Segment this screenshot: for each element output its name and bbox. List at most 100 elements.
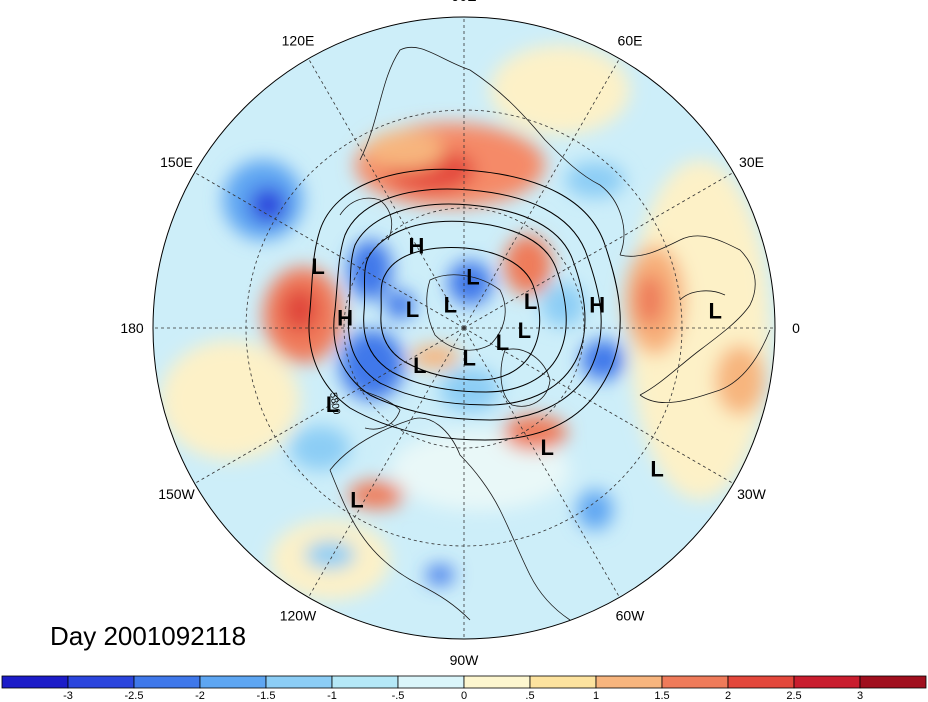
colorbar-swatch (595, 675, 663, 689)
pale-patch (160, 340, 300, 460)
colorbar-swatch (1, 675, 69, 689)
colorbar-swatch (265, 675, 333, 689)
coastline-alaska (359, 389, 401, 430)
cold-anomaly (250, 187, 286, 223)
colorbar-swatch (859, 675, 927, 689)
longitude-labels: 90E 60E 30E 0 30W 60W 90W 120W 150W 180 150E 120E (120, 0, 800, 668)
map-boundary (152, 16, 776, 640)
warm-anomaly (503, 415, 567, 451)
colorbar-label: .5 (525, 690, 534, 702)
low-pressure-marker: L (466, 265, 479, 290)
contour-line (333, 188, 602, 421)
colorbar-label: 1 (593, 690, 599, 702)
warm-anomaly (348, 481, 404, 509)
cold-anomaly (290, 426, 350, 470)
colorbar-label: -2 (195, 690, 205, 702)
low-pressure-marker: L (444, 292, 457, 317)
colorbar-label: -1.5 (257, 690, 276, 702)
low-pressure-marker: L (540, 435, 553, 460)
low-pressure-marker: L (406, 297, 419, 322)
low-pressure-marker: L (496, 330, 509, 355)
low-pressure-marker: L (311, 254, 324, 279)
colorbar-label: 0 (461, 690, 467, 702)
longitude-label: 150W (158, 486, 195, 502)
contour-label: 5800 (327, 392, 342, 416)
colorbar-label: 2.5 (786, 690, 801, 702)
cold-anomaly (448, 261, 492, 305)
meridian-line (308, 327, 465, 598)
meridian-line (463, 327, 620, 598)
cold-anomaly (426, 565, 454, 585)
colorbar-swatch (463, 675, 531, 689)
colorbar-swatch (67, 675, 135, 689)
colorbar-swatch (793, 675, 861, 689)
high-pressure-marker: H (337, 306, 353, 331)
warm-anomaly (410, 345, 460, 369)
cold-anomaly (348, 240, 392, 300)
low-pressure-marker: L (650, 456, 663, 481)
colorbar-swatch (331, 675, 399, 689)
low-pressure-marker: L (350, 487, 363, 512)
longitude-label: 30E (739, 154, 764, 170)
coastline-mediterranean (679, 290, 726, 301)
longitude-label: 180 (120, 320, 144, 336)
longitude-label: 60W (616, 608, 646, 624)
coastline-west-america (329, 469, 471, 621)
colorbar-swatch (133, 675, 201, 689)
warm-anomaly (504, 235, 552, 295)
meridian-line (194, 327, 465, 484)
longitude-label: 90W (450, 652, 480, 668)
warm-anomaly (636, 274, 664, 326)
high-pressure-marker: H (589, 293, 605, 318)
longitude-label: 30W (737, 486, 767, 502)
colorbar-label: -.5 (392, 690, 405, 702)
cold-anomaly (541, 283, 585, 327)
colorbar-label: -2.5 (125, 690, 144, 702)
longitude-label: 150E (160, 154, 193, 170)
cold-anomaly (577, 490, 613, 530)
low-pressure-marker: L (708, 298, 721, 323)
colorbar-swatch (397, 675, 465, 689)
cold-anomaly (305, 541, 355, 569)
cold-anomaly (440, 368, 500, 412)
low-pressure-marker: L (524, 289, 537, 314)
coastline-europe (619, 235, 756, 396)
meridian-line (308, 58, 465, 329)
graticule (153, 17, 775, 639)
high-pressure-marker: H (409, 234, 425, 259)
cold-anomaly (340, 330, 404, 400)
low-pressure-marker: L (413, 353, 426, 378)
field-blobs (160, 45, 770, 600)
coastlines (329, 46, 771, 621)
longitude-label: 120W (280, 608, 317, 624)
longitude-label: 0 (792, 320, 800, 336)
colorbar-label: 3 (857, 690, 863, 702)
colorbar-label: -1 (327, 690, 337, 702)
coastline-north-america (329, 417, 571, 621)
coastline-arctic (426, 274, 506, 351)
meridian-line (463, 58, 620, 329)
colorbar-swatch (727, 675, 795, 689)
longitude-label: 60E (618, 33, 643, 49)
pale-patch (630, 160, 770, 500)
colorbar-label: -3 (63, 690, 73, 702)
meridians (153, 17, 775, 639)
contour-line (347, 203, 586, 406)
height-contours (308, 168, 621, 441)
colorbar-label: 1.5 (654, 690, 669, 702)
contour-line (380, 246, 541, 381)
coastline-africa (639, 329, 771, 403)
anomaly-field (153, 17, 775, 639)
coastline-siberia-east (339, 197, 393, 241)
low-pressure-marker: L (462, 346, 475, 371)
warm-anomaly (282, 288, 318, 332)
page-title: Day 2001092118 (50, 621, 246, 651)
meridian-line (463, 327, 734, 484)
colorbar-swatch (529, 675, 597, 689)
longitude-label: 120E (282, 33, 315, 49)
cold-anomaly (581, 340, 625, 380)
pale-patch (490, 45, 630, 135)
colorbar-label: 2 (725, 690, 731, 702)
longitude-label: 90E (452, 0, 477, 4)
cold-anomaly (385, 291, 415, 319)
